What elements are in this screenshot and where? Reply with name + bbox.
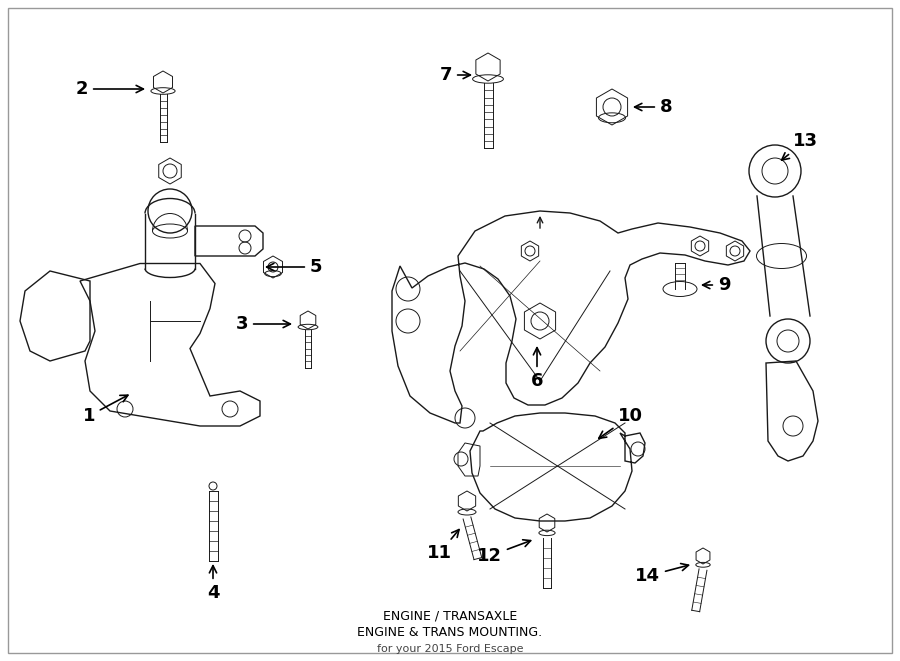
Text: 13: 13: [781, 132, 818, 160]
Text: 4: 4: [207, 566, 220, 602]
Text: 7: 7: [439, 66, 471, 84]
Text: 12: 12: [477, 540, 531, 565]
Text: 6: 6: [531, 348, 544, 390]
Text: 3: 3: [236, 315, 291, 333]
Text: 1: 1: [83, 395, 128, 425]
Text: 11: 11: [427, 529, 459, 562]
Text: 9: 9: [703, 276, 731, 294]
Text: 14: 14: [635, 564, 688, 585]
Text: 8: 8: [634, 98, 672, 116]
Text: ENGINE / TRANSAXLE: ENGINE / TRANSAXLE: [382, 609, 518, 623]
Text: 2: 2: [76, 80, 143, 98]
Text: 5: 5: [266, 258, 322, 276]
Text: ENGINE & TRANS MOUNTING.: ENGINE & TRANS MOUNTING.: [357, 627, 543, 639]
Text: 10: 10: [598, 407, 643, 438]
Text: for your 2015 Ford Escape: for your 2015 Ford Escape: [377, 644, 523, 654]
